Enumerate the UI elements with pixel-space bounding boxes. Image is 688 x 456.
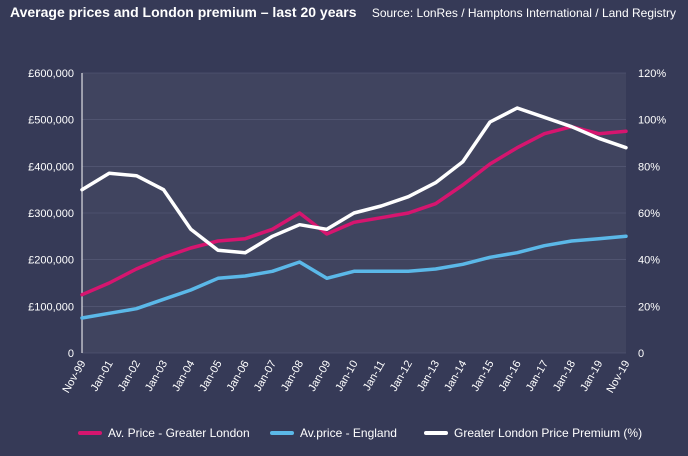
series-line-av-price-greater-london — [80, 124, 628, 297]
x-tick-label: Jan-05 — [197, 359, 224, 394]
legend: Av. Price - Greater London Av.price - En… — [0, 426, 688, 450]
y-right-tick-label: 20% — [638, 301, 660, 313]
x-tick-label: Jan-17 — [524, 359, 551, 394]
line-chart: 0 £100,000 £200,000 £300,000 £400,000 £500,00… — [28, 68, 666, 396]
x-tick-label: Jan-19 — [578, 359, 605, 394]
legend-swatch-england — [270, 431, 294, 435]
x-tick-label: Nov-99 — [60, 359, 88, 396]
legend-item-london: Av. Price - Greater London — [78, 426, 250, 440]
y-left-tick-label: £500,000 — [28, 115, 74, 127]
x-tick-label: Jan-12 — [388, 359, 415, 394]
left-axis-ticks: 0 £100,000 £200,000 £300,000 £400,000 £500,00… — [28, 68, 74, 360]
x-tick-label: Jan-16 — [497, 359, 524, 394]
x-tick-label: Jan-07 — [252, 359, 279, 394]
y-left-tick-label: 0 — [68, 348, 74, 360]
x-tick-label: Jan-18 — [551, 359, 578, 394]
legend-label-premium: Greater London Price Premium (%) — [454, 426, 643, 440]
chart-source: Source: LonRes / Hamptons International … — [371, 6, 676, 20]
y-right-tick-label: 100% — [638, 115, 666, 127]
x-tick-label: Jan-11 — [361, 359, 388, 393]
x-tick-label: Jan-15 — [469, 359, 496, 394]
x-tick-label: Jan-08 — [279, 359, 306, 394]
x-tick-label: Jan-13 — [415, 359, 442, 394]
x-tick-label: Jan-02 — [116, 359, 143, 394]
legend-item-premium: Greater London Price Premium (%) — [424, 426, 642, 440]
x-tick-label: Jan-01 — [89, 359, 116, 394]
legend-swatch-london — [78, 431, 102, 435]
y-left-tick-label: £100,000 — [28, 301, 74, 313]
chart-title: Average prices and London premium – last… — [10, 4, 357, 20]
x-axis-ticks: Nov-99 Jan-01 Jan-02 Jan-03 Jan-04 Jan-05 Jan-… — [60, 359, 632, 396]
y-right-tick-label: 60% — [638, 208, 660, 220]
x-tick-label: Nov-19 — [604, 359, 632, 396]
x-tick-label: Jan-10 — [333, 359, 360, 394]
legend-item-england: Av.price - England — [270, 426, 397, 440]
y-right-tick-label: 80% — [638, 161, 660, 173]
y-right-tick-label: 40% — [638, 255, 660, 267]
y-left-tick-label: £600,000 — [28, 68, 74, 80]
x-tick-label: Jan-09 — [306, 359, 333, 394]
series-line-av-price-england — [80, 234, 628, 320]
legend-swatch-premium — [424, 431, 448, 435]
legend-label-england: Av.price - England — [300, 426, 397, 440]
y-left-tick-label: £300,000 — [28, 208, 74, 220]
y-left-tick-label: £400,000 — [28, 161, 74, 173]
series-line-greater-london-price-premium — [80, 106, 628, 255]
y-right-tick-label: 120% — [638, 68, 666, 80]
x-tick-label: Jan-03 — [143, 359, 170, 394]
legend-label-london: Av. Price - Greater London — [108, 426, 250, 440]
y-left-tick-label: £200,000 — [28, 255, 74, 267]
x-tick-label: Jan-06 — [225, 359, 252, 394]
x-tick-label: Jan-14 — [442, 359, 469, 394]
right-axis-ticks: 0 20% 40% 60% 80% 100% 120% — [638, 68, 666, 360]
y-right-tick-label: 0 — [638, 348, 644, 360]
x-tick-label: Jan-04 — [170, 359, 197, 394]
series-lines — [80, 106, 628, 320]
